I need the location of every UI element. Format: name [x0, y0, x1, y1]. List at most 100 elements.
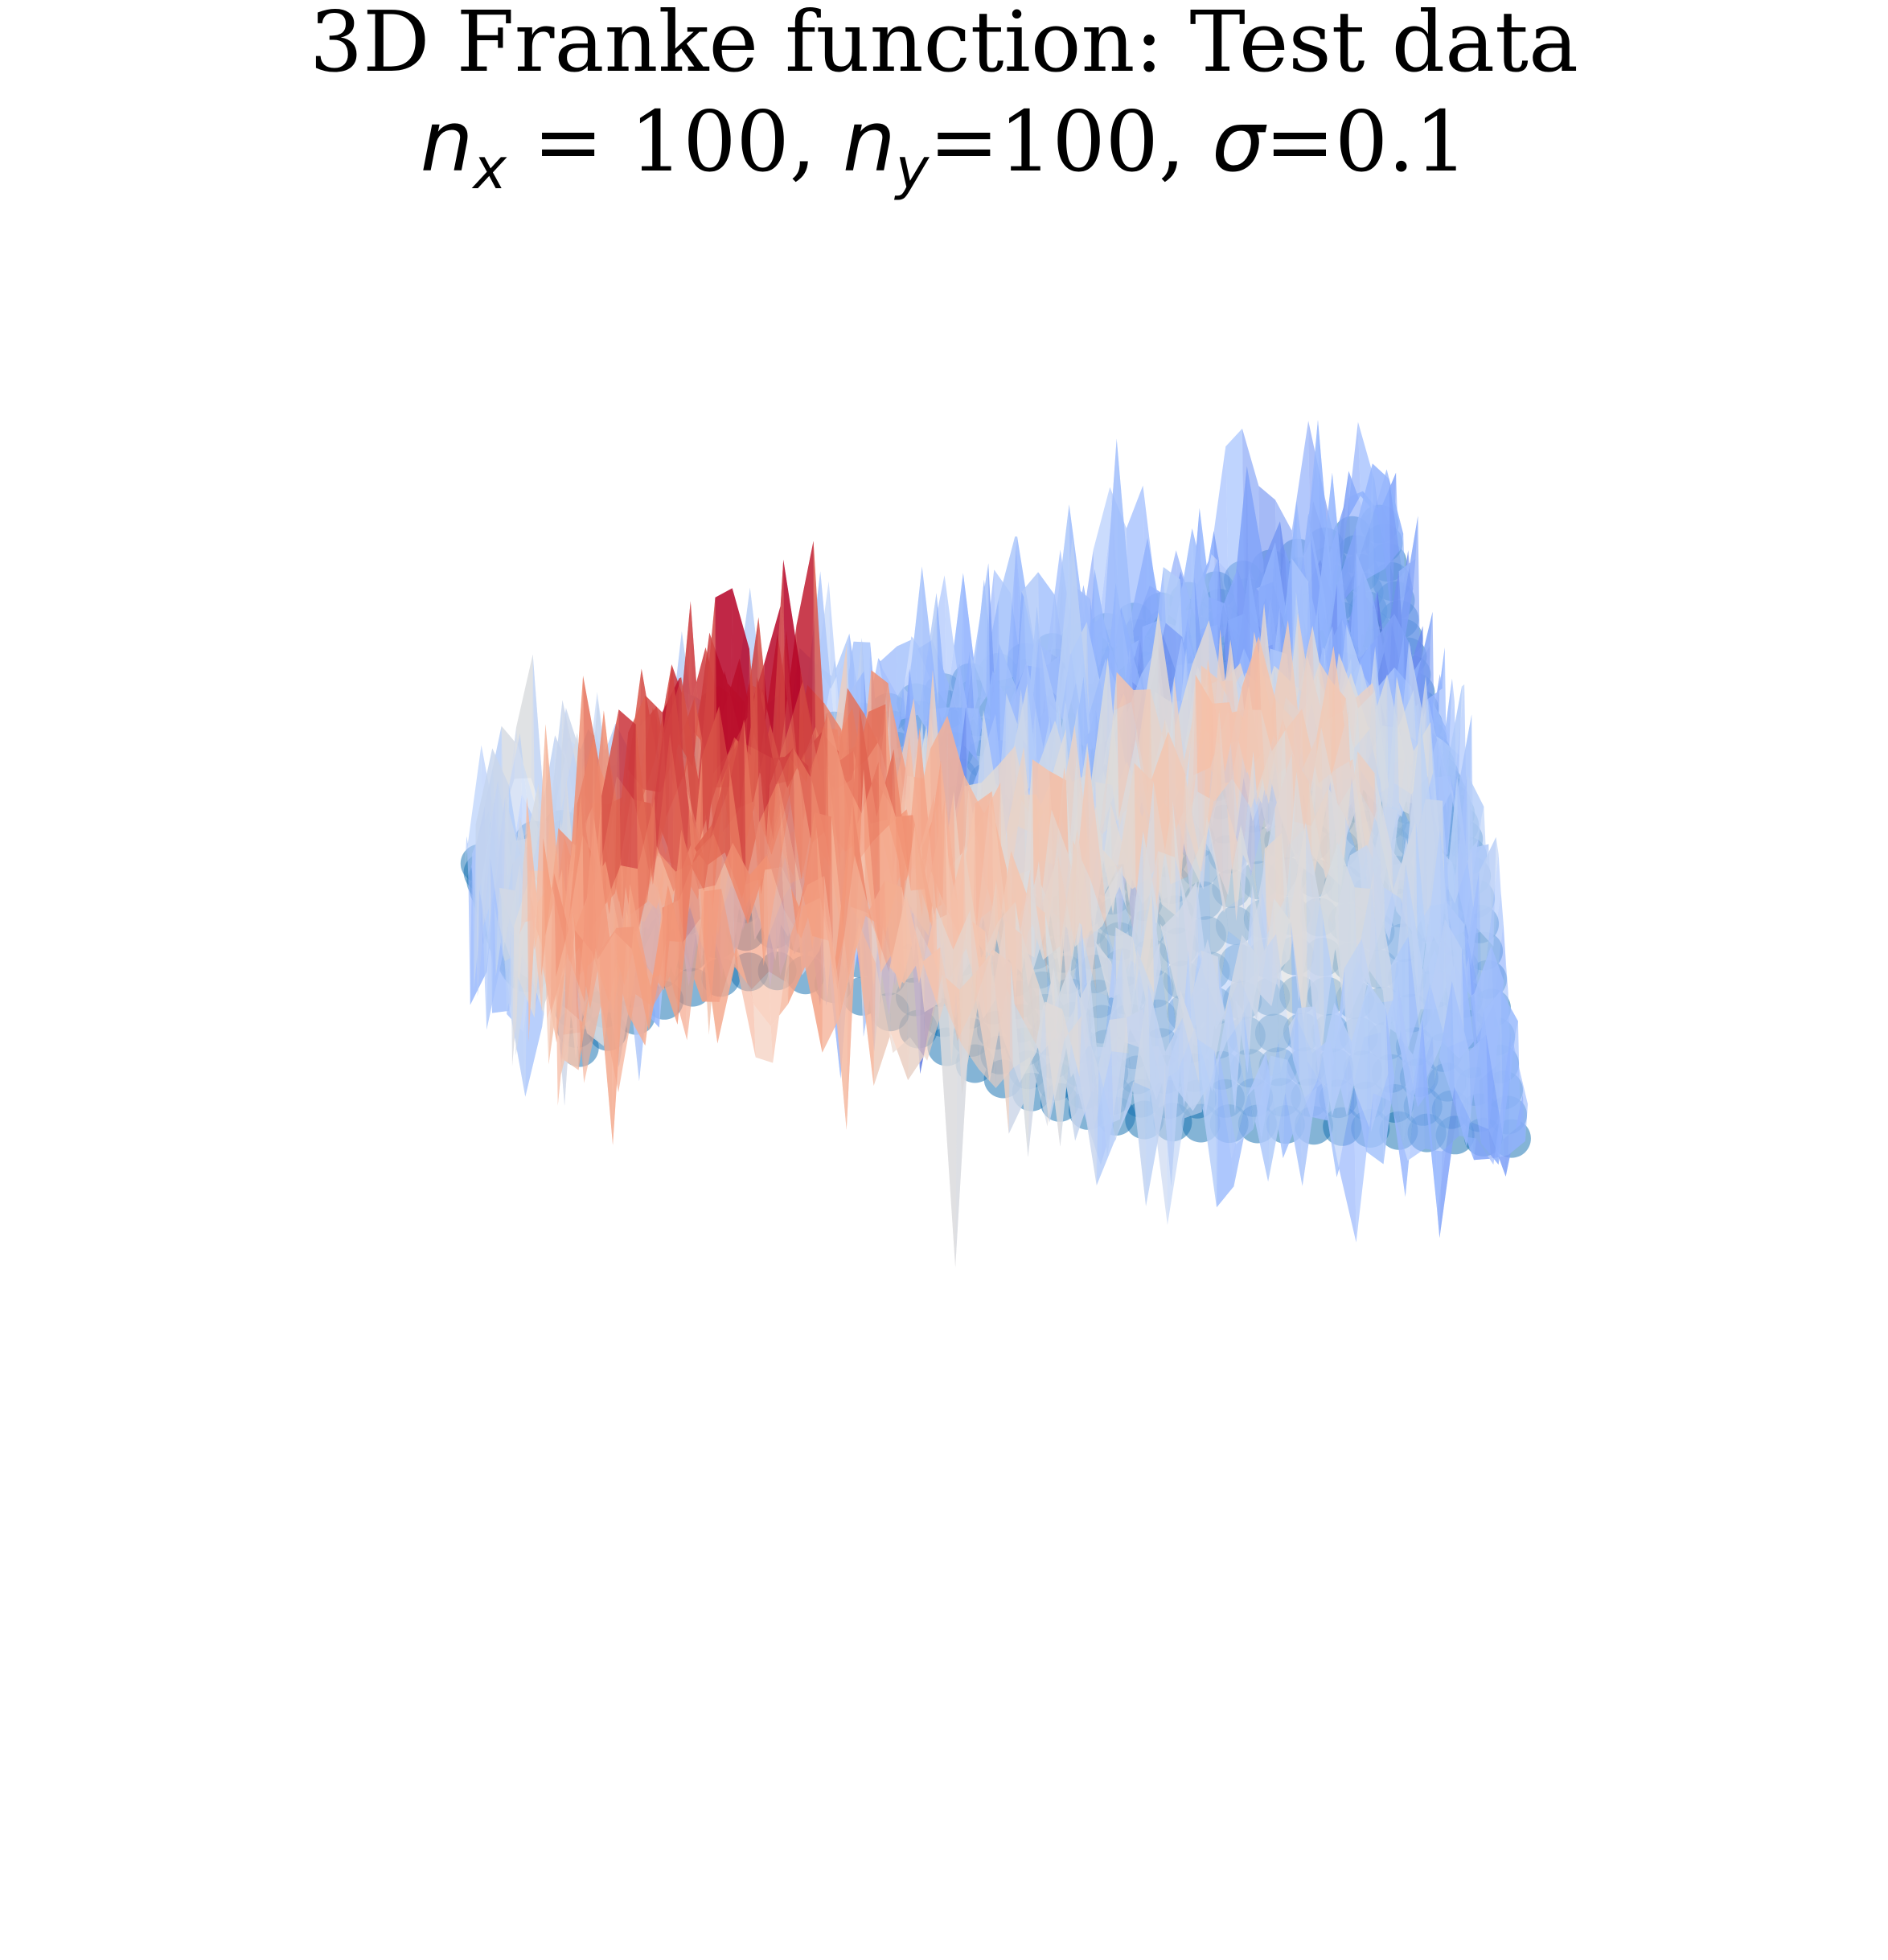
nx-subscript: x	[473, 136, 507, 202]
surface-facet	[805, 876, 825, 1053]
surface-facet	[618, 709, 638, 869]
surface-facet	[1405, 1019, 1425, 1198]
surface-facet	[1508, 1032, 1528, 1156]
surface-facet	[971, 563, 991, 750]
surface-facet	[1199, 1051, 1219, 1208]
surface-facet	[876, 749, 896, 817]
surface-facet	[1097, 672, 1117, 877]
surface-facet	[578, 947, 598, 1070]
surface-facet	[1086, 622, 1106, 715]
surface-facet	[1060, 754, 1079, 971]
surface-facet	[1180, 989, 1200, 1086]
surface-facet	[1060, 829, 1080, 1001]
surface-facet	[1203, 629, 1223, 890]
surface-facet	[751, 972, 771, 1027]
surface-facet	[1062, 1009, 1082, 1077]
surface-facet	[993, 950, 1013, 1088]
surface-facet	[979, 880, 999, 1000]
surface-facet	[1285, 1059, 1305, 1186]
surface-facet	[1072, 536, 1092, 750]
surface-facet	[1373, 869, 1393, 1004]
surface-facet	[1302, 1069, 1322, 1186]
surface-facet	[1343, 791, 1363, 870]
surface-facet	[1221, 788, 1242, 913]
surface-facet	[839, 922, 859, 1018]
surface-facet	[563, 1007, 583, 1035]
chart-title: 3D Franke function: Test data	[0, 0, 1888, 84]
surface-facet	[1079, 1015, 1099, 1185]
surface-facet	[1422, 1019, 1443, 1239]
surface-facet	[1413, 611, 1433, 683]
surface-facet	[1096, 1069, 1116, 1185]
surface-facet	[837, 855, 857, 1018]
surface-facet	[1225, 687, 1245, 773]
surface-facet	[1250, 1055, 1270, 1182]
surface-facet	[1258, 636, 1279, 775]
surface-facet	[737, 947, 756, 1058]
surface-facet	[864, 661, 883, 797]
nx-value: = 100,	[506, 92, 843, 191]
chart-title-text: 3D Franke function: Test data	[310, 0, 1578, 91]
surface-facet	[776, 747, 795, 862]
surface-facet	[930, 905, 950, 980]
surface-facet	[757, 676, 777, 823]
surface-facet	[890, 1033, 910, 1080]
surface-facet	[727, 719, 746, 885]
surface-facet	[564, 857, 585, 1083]
surface-facet	[1456, 1113, 1476, 1161]
surface-facet	[1381, 871, 1402, 929]
surface-facet	[1229, 995, 1249, 1159]
surface-facet	[1147, 984, 1168, 1225]
surface-facet	[638, 798, 657, 927]
surface-facet	[1169, 648, 1188, 812]
surface-facet	[845, 638, 864, 793]
surface-facet	[732, 588, 752, 756]
surface-facet	[861, 762, 881, 973]
surface-facet	[1354, 869, 1374, 961]
surface-facet	[769, 972, 788, 1027]
surface-facet	[1116, 672, 1136, 819]
surface-facet	[681, 829, 700, 943]
surface-facet	[1266, 718, 1285, 797]
surface-facet	[955, 977, 975, 1268]
surface-facet	[1256, 898, 1276, 1020]
surface-facet	[1233, 1102, 1254, 1187]
surface-facet	[774, 747, 794, 786]
surface-facet	[1311, 787, 1331, 903]
surface-facet	[897, 639, 916, 699]
surface-facet	[1095, 710, 1114, 848]
surface-facet	[1217, 1051, 1237, 1208]
surface-facet	[921, 760, 941, 880]
surface-facet	[574, 817, 594, 1013]
surface-facet	[1320, 1069, 1340, 1177]
surface-facet	[1427, 918, 1447, 1048]
surface-facet	[1469, 1034, 1489, 1130]
surface-facet	[700, 918, 720, 1044]
surface-facet	[1131, 984, 1151, 1104]
surface-facet	[1291, 513, 1311, 647]
surface-facet	[1007, 597, 1026, 780]
surface-facet	[923, 947, 942, 1055]
surface-facet	[1491, 1032, 1511, 1165]
sigma-symbol: σ	[1211, 92, 1265, 191]
surface-facet	[616, 927, 636, 1093]
surface-facet	[1340, 751, 1361, 886]
surface-facet	[581, 692, 599, 836]
surface-facet	[1274, 898, 1294, 1061]
surface-facet	[667, 885, 687, 1041]
surface-facet	[717, 947, 737, 1044]
surface-facet	[749, 855, 770, 990]
surface-facet	[1396, 676, 1416, 836]
surface-facet	[766, 855, 786, 983]
surface-facet	[1111, 1051, 1131, 1143]
surface-facet	[905, 894, 926, 1080]
surface-facet	[938, 947, 958, 1268]
surface-facet	[744, 719, 763, 894]
surface-facet	[554, 873, 573, 977]
surface-facet	[501, 864, 520, 955]
surface-facet	[889, 894, 909, 1080]
noisy-surface	[465, 420, 1528, 1268]
surface-facet	[1163, 989, 1183, 1112]
surface-facet	[783, 559, 802, 740]
surface-facet	[719, 889, 739, 1002]
